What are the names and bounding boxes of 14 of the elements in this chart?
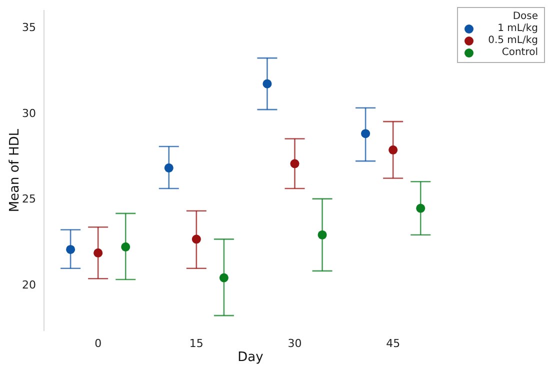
y-tick-label: 35 (22, 21, 36, 34)
legend-label: 0.5 mL/kg (488, 35, 538, 47)
text: 1 mL/kg (498, 23, 538, 35)
text: Control (502, 47, 538, 59)
y-tick-label: 30 (22, 106, 36, 120)
x-tick-label: 15 (189, 336, 204, 350)
y-tick-label: 25 (22, 192, 36, 206)
x-tick-label: 0 (94, 336, 102, 350)
x-tick-label: 45 (386, 336, 400, 350)
legend-title: Dose (512, 11, 538, 23)
x-tick-label: 30 (288, 336, 302, 350)
y-axis-title: Mean of HDL (8, 128, 23, 212)
x-axis-title: Day (238, 350, 264, 365)
y-tick-label: 20 (22, 278, 36, 292)
